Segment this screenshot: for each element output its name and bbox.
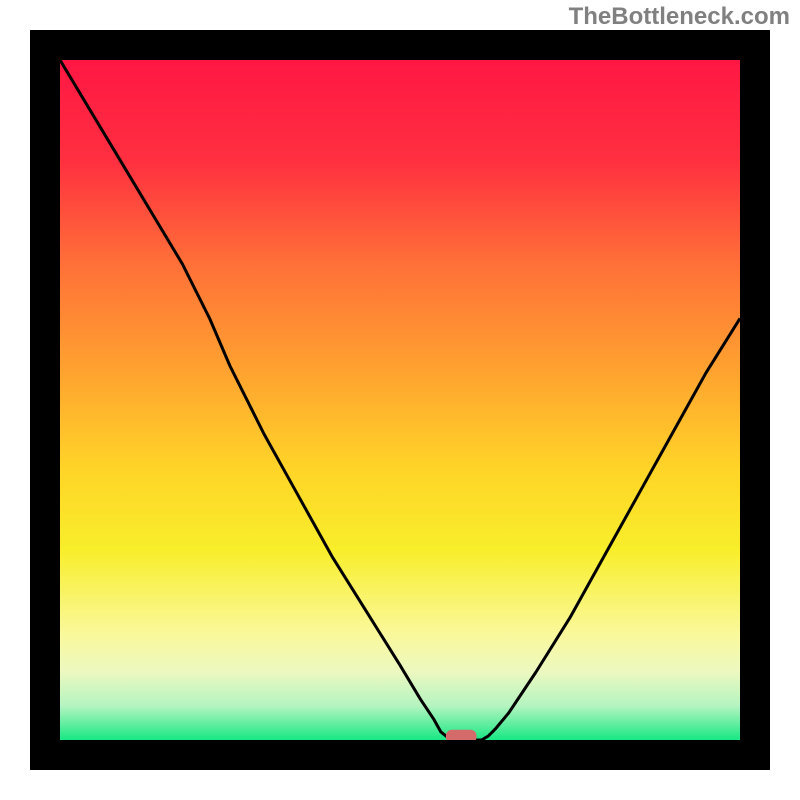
watermark-text: TheBottleneck.com bbox=[569, 3, 790, 31]
optimal-marker bbox=[446, 730, 477, 740]
plot-overlay-svg bbox=[60, 60, 740, 740]
plot-frame bbox=[30, 30, 770, 770]
chart-container: TheBottleneck.com bbox=[0, 0, 800, 800]
bottleneck-curve bbox=[60, 60, 740, 740]
